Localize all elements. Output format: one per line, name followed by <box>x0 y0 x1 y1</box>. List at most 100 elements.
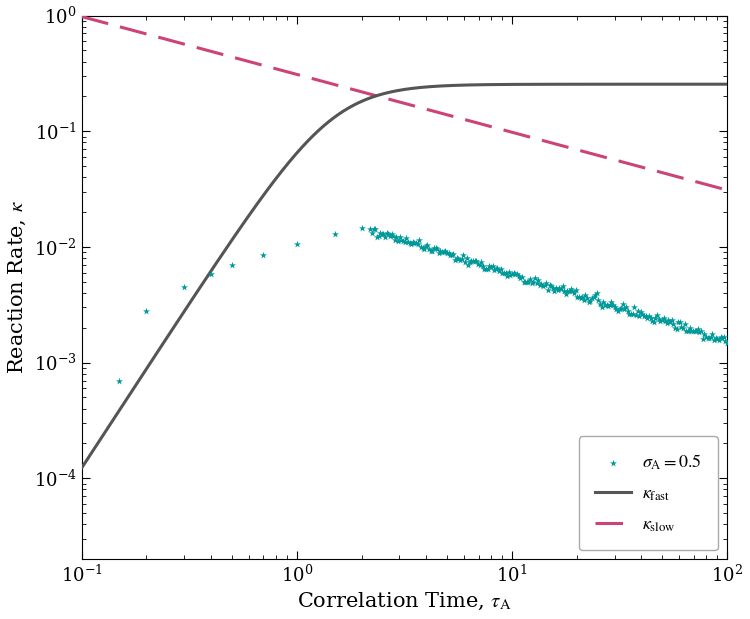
$\sigma_{\mathrm{A}} = 0.5$ <box>612 306 624 316</box>
$\sigma_{\mathrm{A}} = 0.5$ <box>377 229 389 239</box>
$\sigma_{\mathrm{A}} = 0.5$ <box>590 290 602 300</box>
$\sigma_{\mathrm{A}} = 0.5$ <box>633 311 645 321</box>
$\sigma_{\mathrm{A}} = 0.5$ <box>226 260 238 270</box>
$\sigma_{\mathrm{A}} = 0.5$ <box>376 230 388 240</box>
$\sigma_{\mathrm{A}} = 0.5$ <box>690 326 702 335</box>
$\sigma_{\mathrm{A}} = 0.5$ <box>506 269 518 279</box>
$\sigma_{\mathrm{A}} = 0.5$ <box>669 323 681 333</box>
Line: $\kappa_{\mathrm{fast}}$: $\kappa_{\mathrm{fast}}$ <box>82 84 727 468</box>
$\sigma_{\mathrm{A}} = 0.5$ <box>440 246 452 256</box>
$\sigma_{\mathrm{A}} = 0.5$ <box>511 269 523 279</box>
$\kappa_{\mathrm{fast}}$ <box>469 81 478 89</box>
$\sigma_{\mathrm{A}} = 0.5$ <box>536 279 548 289</box>
$\sigma_{\mathrm{A}} = 0.5$ <box>591 288 603 298</box>
$\sigma_{\mathrm{A}} = 0.5$ <box>581 293 593 303</box>
$\sigma_{\mathrm{A}} = 0.5$ <box>574 293 586 303</box>
$\sigma_{\mathrm{A}} = 0.5$ <box>391 232 403 242</box>
$\sigma_{\mathrm{A}} = 0.5$ <box>422 240 434 250</box>
$\sigma_{\mathrm{A}} = 0.5$ <box>704 333 716 343</box>
$\sigma_{\mathrm{A}} = 0.5$ <box>664 318 676 327</box>
$\sigma_{\mathrm{A}} = 0.5$ <box>491 263 503 273</box>
$\kappa_{\mathrm{slow}}$ <box>488 123 497 131</box>
$\sigma_{\mathrm{A}} = 0.5$ <box>460 253 472 262</box>
$\sigma_{\mathrm{A}} = 0.5$ <box>550 283 562 293</box>
$\sigma_{\mathrm{A}} = 0.5$ <box>534 280 546 290</box>
$\sigma_{\mathrm{A}} = 0.5$ <box>516 272 528 282</box>
$\sigma_{\mathrm{A}} = 0.5$ <box>412 239 424 249</box>
$\kappa_{\mathrm{fast}}$ <box>722 80 731 88</box>
$\kappa_{\mathrm{slow}}$ <box>469 118 478 126</box>
$\sigma_{\mathrm{A}} = 0.5$ <box>487 261 499 271</box>
$\sigma_{\mathrm{A}} = 0.5$ <box>496 268 508 278</box>
$\sigma_{\mathrm{A}} = 0.5$ <box>397 236 409 246</box>
$\sigma_{\mathrm{A}} = 0.5$ <box>583 297 595 306</box>
$\sigma_{\mathrm{A}} = 0.5$ <box>498 267 510 277</box>
$\kappa_{\mathrm{fast}}$ <box>77 464 86 472</box>
$\sigma_{\mathrm{A}} = 0.5$ <box>402 237 414 247</box>
$\sigma_{\mathrm{A}} = 0.5$ <box>609 301 621 311</box>
$\sigma_{\mathrm{A}} = 0.5$ <box>444 250 456 260</box>
$\sigma_{\mathrm{A}} = 0.5$ <box>438 248 450 258</box>
$\sigma_{\mathrm{A}} = 0.5$ <box>610 305 622 314</box>
$\sigma_{\mathrm{A}} = 0.5$ <box>442 248 454 258</box>
$\sigma_{\mathrm{A}} = 0.5$ <box>477 261 489 271</box>
$\kappa_{\mathrm{slow}}$ <box>722 186 731 194</box>
$\sigma_{\mathrm{A}} = 0.5$ <box>716 334 728 344</box>
$\sigma_{\mathrm{A}} = 0.5$ <box>392 236 404 246</box>
$\sigma_{\mathrm{A}} = 0.5$ <box>602 301 614 311</box>
$\sigma_{\mathrm{A}} = 0.5$ <box>713 334 725 344</box>
$\sigma_{\mathrm{A}} = 0.5$ <box>597 297 609 307</box>
$\sigma_{\mathrm{A}} = 0.5$ <box>659 316 671 326</box>
$\sigma_{\mathrm{A}} = 0.5$ <box>400 233 412 243</box>
$\sigma_{\mathrm{A}} = 0.5$ <box>434 246 446 256</box>
$\sigma_{\mathrm{A}} = 0.5$ <box>430 243 442 253</box>
$\sigma_{\mathrm{A}} = 0.5$ <box>467 256 479 266</box>
$\sigma_{\mathrm{A}} = 0.5$ <box>565 284 577 294</box>
$\kappa_{\mathrm{slow}}$ <box>567 144 576 152</box>
$\sigma_{\mathrm{A}} = 0.5$ <box>547 284 559 293</box>
$\kappa_{\mathrm{fast}}$ <box>567 80 576 88</box>
$\sigma_{\mathrm{A}} = 0.5$ <box>518 277 530 287</box>
$\sigma_{\mathrm{A}} = 0.5$ <box>662 315 674 325</box>
$\sigma_{\mathrm{A}} = 0.5$ <box>415 242 427 252</box>
$\sigma_{\mathrm{A}} = 0.5$ <box>656 315 668 325</box>
Y-axis label: Reaction Rate, $\kappa$: Reaction Rate, $\kappa$ <box>7 201 28 374</box>
$\kappa_{\mathrm{slow}}$ <box>77 13 86 20</box>
$\sigma_{\mathrm{A}} = 0.5$ <box>356 223 368 233</box>
$\sigma_{\mathrm{A}} = 0.5$ <box>697 334 709 344</box>
$\sigma_{\mathrm{A}} = 0.5$ <box>614 304 626 314</box>
$\sigma_{\mathrm{A}} = 0.5$ <box>715 332 727 342</box>
$\sigma_{\mathrm{A}} = 0.5$ <box>615 303 627 313</box>
$\sigma_{\mathrm{A}} = 0.5$ <box>654 316 666 326</box>
$\sigma_{\mathrm{A}} = 0.5$ <box>576 292 588 302</box>
$\sigma_{\mathrm{A}} = 0.5$ <box>632 306 644 316</box>
$\sigma_{\mathrm{A}} = 0.5$ <box>554 284 566 293</box>
$\sigma_{\mathrm{A}} = 0.5$ <box>674 317 686 327</box>
$\sigma_{\mathrm{A}} = 0.5$ <box>500 268 512 278</box>
$\sigma_{\mathrm{A}} = 0.5$ <box>527 277 539 287</box>
$\sigma_{\mathrm{A}} = 0.5$ <box>469 256 481 266</box>
$\sigma_{\mathrm{A}} = 0.5$ <box>423 244 435 254</box>
$\sigma_{\mathrm{A}} = 0.5$ <box>433 248 445 258</box>
$\sigma_{\mathrm{A}} = 0.5$ <box>607 300 619 310</box>
$\sigma_{\mathrm{A}} = 0.5$ <box>424 246 436 256</box>
$\sigma_{\mathrm{A}} = 0.5$ <box>628 302 640 312</box>
$\sigma_{\mathrm{A}} = 0.5$ <box>620 302 632 312</box>
$\sigma_{\mathrm{A}} = 0.5$ <box>395 235 407 245</box>
$\sigma_{\mathrm{A}} = 0.5$ <box>710 332 722 342</box>
$\sigma_{\mathrm{A}} = 0.5$ <box>545 281 557 291</box>
$\sigma_{\mathrm{A}} = 0.5$ <box>373 231 385 241</box>
$\sigma_{\mathrm{A}} = 0.5$ <box>687 326 699 335</box>
$\sigma_{\mathrm{A}} = 0.5$ <box>596 303 608 313</box>
$\sigma_{\mathrm{A}} = 0.5$ <box>413 235 425 245</box>
$\sigma_{\mathrm{A}} = 0.5$ <box>398 238 410 248</box>
$\sigma_{\mathrm{A}} = 0.5$ <box>711 334 723 344</box>
$\sigma_{\mathrm{A}} = 0.5$ <box>509 269 521 279</box>
$\sigma_{\mathrm{A}} = 0.5$ <box>718 332 730 342</box>
$\sigma_{\mathrm{A}} = 0.5$ <box>651 311 663 321</box>
$\sigma_{\mathrm{A}} = 0.5$ <box>529 273 541 283</box>
$\sigma_{\mathrm{A}} = 0.5$ <box>555 284 567 294</box>
$\sigma_{\mathrm{A}} = 0.5$ <box>679 319 691 329</box>
$\sigma_{\mathrm{A}} = 0.5$ <box>520 277 532 287</box>
$\sigma_{\mathrm{A}} = 0.5$ <box>428 243 440 253</box>
